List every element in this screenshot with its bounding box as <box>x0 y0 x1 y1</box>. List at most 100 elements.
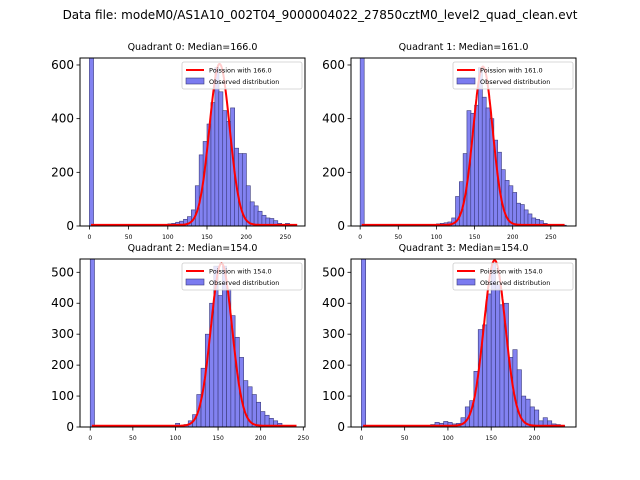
x-tick-label: 150 <box>485 435 497 442</box>
histogram-bar <box>361 259 367 427</box>
histogram-bar <box>523 209 529 226</box>
plot-area <box>89 58 298 226</box>
subplot-quadrant-1: Quadrant 1: Median=161.0 0 200 400 600 0 50 100… <box>322 42 577 241</box>
histogram-bar <box>534 409 540 427</box>
x-tick-label: 0 <box>359 435 363 442</box>
histogram-bar <box>486 293 492 427</box>
x-tick-label: 0 <box>88 435 92 442</box>
x-tick-label: 250 <box>298 435 310 442</box>
plot-area <box>361 259 566 427</box>
x-tick-label: 100 <box>431 234 443 241</box>
histogram-bar <box>251 394 257 427</box>
x-tick-label: 50 <box>129 435 137 442</box>
axes-frame <box>79 258 306 428</box>
subplot-title: Quadrant 1: Median=161.0 <box>399 42 529 53</box>
x-tick-label: 50 <box>394 234 402 241</box>
histogram-bar <box>474 104 479 226</box>
histogram-bar <box>359 58 365 226</box>
y-tick-label: 500 <box>322 265 345 279</box>
axes-frame <box>350 258 577 428</box>
y-tick-label: 200 <box>51 358 74 372</box>
x-tick-label: 50 <box>125 234 133 241</box>
x-tick-label: 200 <box>507 234 519 241</box>
legend: Poission with 154.0 Observed distribution <box>452 262 574 291</box>
legend-label: Poission with 154.0 <box>480 268 543 276</box>
legend-label: Poission with 161.0 <box>480 67 543 75</box>
y-tick-label: 400 <box>51 296 74 310</box>
histogram-bar <box>520 204 525 226</box>
y-tick-label: 400 <box>322 112 345 126</box>
subplot-quadrant-0: Quadrant 0: Median=166.0 0 200 400 600 0 50 100… <box>51 42 306 241</box>
poisson-curve <box>363 259 565 427</box>
y-tick-label: 400 <box>51 112 74 126</box>
histogram-bar <box>210 102 216 226</box>
histogram-bar <box>214 67 220 226</box>
legend: Poission with 166.0 Observed distribution <box>181 61 303 90</box>
histogram-bar <box>89 58 94 226</box>
legend-label: Observed distribution <box>480 279 550 287</box>
poisson-curve <box>361 65 565 226</box>
histogram-bar <box>89 259 95 427</box>
legend-box <box>452 61 574 90</box>
y-tick-label: 200 <box>322 358 345 372</box>
subplot-title: Quadrant 2: Median=154.0 <box>128 243 258 254</box>
y-tick-label: 300 <box>51 327 74 341</box>
legend-patch-swatch <box>185 278 205 286</box>
x-tick-label: 100 <box>170 435 182 442</box>
legend-patch-swatch <box>456 278 476 286</box>
y-tick-label: 500 <box>51 265 74 279</box>
subplot-title: Quadrant 3: Median=154.0 <box>399 243 529 254</box>
legend: Poission with 154.0 Observed distribution <box>181 262 303 291</box>
y-tick-label: 0 <box>337 420 345 434</box>
y-tick-label: 0 <box>337 219 345 233</box>
legend-box <box>181 262 303 291</box>
histogram-bar <box>243 380 249 427</box>
histogram-bar <box>512 192 518 226</box>
x-tick-label: 0 <box>87 234 91 241</box>
legend: Poission with 161.0 Observed distribution <box>452 61 574 90</box>
y-tick-label: 600 <box>51 58 74 72</box>
subplot-quadrant-2: Quadrant 2: Median=154.00100200300400500… <box>51 243 309 442</box>
y-tick-label: 100 <box>51 389 74 403</box>
figure-suptitle: Data file: modeM0/AS1A10_002T04_90000040… <box>62 8 578 22</box>
histogram-bar <box>529 406 535 427</box>
y-tick-label: 0 <box>66 420 74 434</box>
histogram-bar <box>257 210 263 226</box>
x-tick-label: 150 <box>469 234 481 241</box>
poisson-curve <box>91 62 298 226</box>
x-tick-label: 100 <box>442 435 454 442</box>
histogram-bar <box>256 401 261 427</box>
y-tick-label: 400 <box>322 296 345 310</box>
axes-frame <box>79 57 306 227</box>
y-tick-label: 200 <box>51 165 74 179</box>
histogram-bar <box>217 295 223 427</box>
x-tick-label: 50 <box>401 435 409 442</box>
histogram-bar <box>222 110 228 226</box>
x-tick-label: 250 <box>545 234 557 241</box>
histogram-bar <box>516 202 521 226</box>
y-tick-label: 0 <box>66 219 74 233</box>
poisson-curve <box>91 262 297 427</box>
subplot-title: Quadrant 0: Median=166.0 <box>128 42 258 53</box>
y-tick-label: 600 <box>322 58 345 72</box>
y-tick-label: 100 <box>322 389 345 403</box>
legend-label: Observed distribution <box>209 78 279 86</box>
histogram-bar <box>495 284 501 427</box>
legend-label: Observed distribution <box>209 279 279 287</box>
legend-label: Poission with 154.0 <box>209 268 272 276</box>
legend-patch-swatch <box>185 77 205 85</box>
histogram-bar <box>253 205 259 226</box>
x-tick-label: 200 <box>255 435 267 442</box>
legend-box <box>181 61 303 90</box>
histogram-bar <box>218 91 224 226</box>
histogram-bar <box>478 67 483 226</box>
y-tick-label: 200 <box>322 165 345 179</box>
x-tick-label: 250 <box>280 234 292 241</box>
legend-box <box>452 262 574 291</box>
histogram-bar <box>249 201 255 226</box>
histogram-bar <box>238 153 243 226</box>
histogram-bar <box>485 107 491 226</box>
x-tick-label: 150 <box>212 435 224 442</box>
x-tick-label: 100 <box>162 234 174 241</box>
